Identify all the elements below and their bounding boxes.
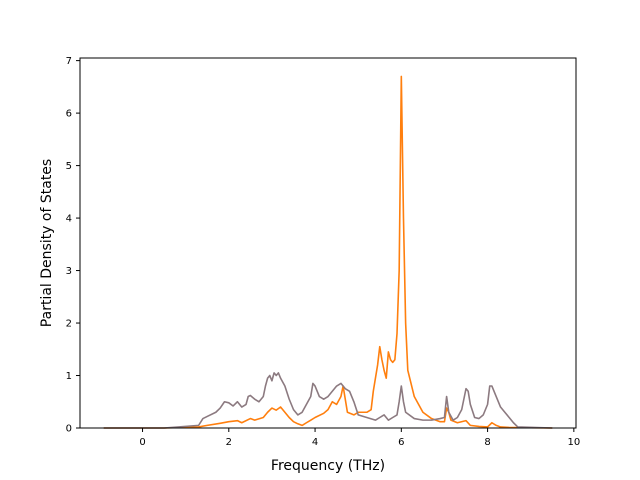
plot-frame (79, 57, 577, 429)
x-tick-label: 0 (139, 437, 145, 448)
y-tick-label: 7 (66, 56, 72, 67)
y-tick-label: 2 (66, 319, 72, 330)
x-tick-label: 4 (312, 437, 318, 448)
y-axis-ticks: 0 1 2 3 4 5 6 7 (66, 56, 80, 435)
x-axis-title: Frequency (THz) (271, 458, 385, 474)
plot-area (80, 58, 576, 428)
x-tick-label: 10 (567, 437, 580, 448)
x-tick-label: 2 (226, 437, 232, 448)
y-tick-label: 0 (66, 424, 72, 435)
y-tick-label: 3 (66, 266, 72, 277)
series-layer (103, 75, 553, 429)
y-tick-label: 1 (66, 371, 72, 382)
series-line-2 (103, 372, 553, 429)
y-tick-label: 6 (66, 109, 72, 120)
x-axis-ticks: 0 2 4 6 8 10 (139, 428, 580, 448)
x-tick-label: 8 (484, 437, 490, 448)
y-tick-label: 5 (66, 161, 72, 172)
y-tick-label: 4 (66, 214, 72, 225)
x-tick-label: 6 (398, 437, 404, 448)
y-axis-title: Partial Density of States (39, 159, 55, 327)
